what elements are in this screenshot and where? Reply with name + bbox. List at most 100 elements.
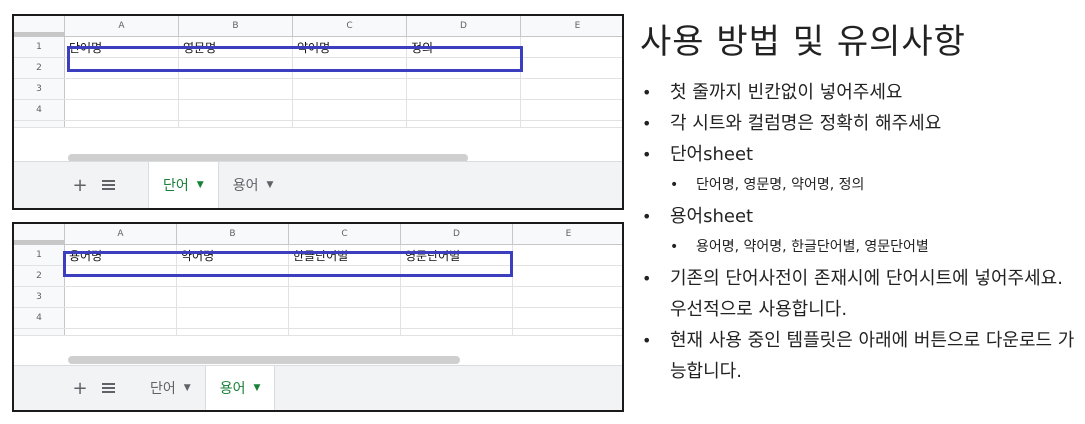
cell[interactable]: [179, 121, 293, 127]
table-row: 2: [14, 58, 622, 79]
cell[interactable]: [289, 329, 401, 335]
caret-down-icon: ▼: [253, 383, 261, 393]
horizontal-scrollbar[interactable]: [68, 356, 460, 364]
row-header[interactable]: 3: [14, 79, 65, 99]
spreadsheet-preview-terms: A B C D E 1 용어명 약어명 한글단어별 영문단어별 2 3 4: [12, 222, 624, 412]
tab-label: 용어: [232, 178, 259, 194]
list-item: 첫 줄까지 빈칸없이 넣어주세요: [640, 77, 1080, 108]
cell[interactable]: [513, 329, 622, 335]
spreadsheet-preview-words: A B C D E 1 단어명 영문명 약어명 정의 2 3 4: [12, 14, 624, 210]
cell[interactable]: [407, 79, 521, 99]
table-row: [14, 121, 622, 128]
column-header-row: A B C D E: [14, 16, 622, 37]
table-row: 4: [14, 100, 622, 121]
column-header-row: A B C D E: [14, 224, 622, 245]
cell[interactable]: [513, 245, 622, 265]
cell[interactable]: [407, 100, 521, 120]
cell[interactable]: [521, 79, 622, 99]
cell[interactable]: [521, 58, 622, 78]
caret-down-icon: ▼: [266, 180, 274, 190]
add-sheet-button[interactable]: +: [72, 174, 88, 196]
cell[interactable]: [65, 58, 179, 78]
cell[interactable]: [65, 308, 177, 328]
sheet-grid: A B C D E 1 단어명 영문명 약어명 정의 2 3 4: [14, 16, 622, 128]
cell[interactable]: [177, 287, 289, 307]
cell[interactable]: [513, 287, 622, 307]
cell[interactable]: [289, 308, 401, 328]
cell[interactable]: [401, 287, 513, 307]
add-sheet-button[interactable]: +: [72, 377, 88, 399]
cell[interactable]: [289, 287, 401, 307]
column-header[interactable]: C: [293, 16, 407, 36]
column-header[interactable]: B: [177, 224, 289, 244]
tab-words[interactable]: 단어 ▼: [136, 366, 205, 410]
cell[interactable]: [179, 100, 293, 120]
list-item: 각 시트와 컬럼명은 정확히 해주세요: [640, 108, 1080, 139]
sheet-tab-bar: + 단어 ▼ 용어 ▼: [14, 365, 622, 410]
cell[interactable]: [513, 308, 622, 328]
row-header[interactable]: [14, 329, 65, 335]
cell[interactable]: [179, 58, 293, 78]
cell[interactable]: [293, 79, 407, 99]
cell[interactable]: [293, 100, 407, 120]
row-header[interactable]: 2: [14, 58, 65, 78]
table-row: [14, 329, 622, 336]
column-header[interactable]: D: [407, 16, 521, 36]
row-header[interactable]: 2: [14, 266, 65, 286]
corner-cell[interactable]: [14, 16, 65, 36]
cell[interactable]: [521, 37, 622, 57]
cell[interactable]: [65, 329, 177, 335]
column-header[interactable]: D: [401, 224, 513, 244]
cell[interactable]: [177, 329, 289, 335]
all-sheets-button[interactable]: [94, 366, 122, 410]
row-header[interactable]: 1: [14, 37, 65, 57]
row-header[interactable]: 4: [14, 308, 65, 328]
cell[interactable]: [179, 79, 293, 99]
menu-icon: [101, 382, 115, 394]
notes-list: 첫 줄까지 빈칸없이 넣어주세요 각 시트와 컬럼명은 정확히 해주세요 단어s…: [640, 77, 1080, 387]
cell[interactable]: [293, 58, 407, 78]
cell[interactable]: [65, 100, 179, 120]
tab-terms[interactable]: 용어 ▼: [204, 366, 276, 410]
table-row: 4: [14, 308, 622, 329]
row-header[interactable]: [14, 121, 65, 127]
column-header[interactable]: E: [521, 16, 622, 36]
cell[interactable]: [521, 121, 622, 127]
cell[interactable]: [65, 287, 177, 307]
corner-cell[interactable]: [14, 224, 65, 244]
caret-down-icon: ▼: [196, 180, 204, 190]
row-header[interactable]: 4: [14, 100, 65, 120]
cell[interactable]: [65, 121, 179, 127]
all-sheets-button[interactable]: [94, 162, 122, 208]
column-header[interactable]: A: [65, 16, 179, 36]
list-item: 용어sheet: [640, 201, 1080, 232]
cell[interactable]: [401, 308, 513, 328]
usage-notes: 사용 방법 및 유의사항 첫 줄까지 빈칸없이 넣어주세요 각 시트와 컬럼명은…: [640, 14, 1080, 387]
sub-list-item: 단어명, 영문명, 약어명, 정의: [640, 170, 1080, 201]
tab-words[interactable]: 단어 ▼: [148, 162, 219, 208]
tab-terms[interactable]: 용어 ▼: [219, 162, 288, 208]
column-header[interactable]: B: [179, 16, 293, 36]
row-header[interactable]: 3: [14, 287, 65, 307]
menu-icon: [101, 179, 115, 191]
sheet-grid: A B C D E 1 용어명 약어명 한글단어별 영문단어별 2 3 4: [14, 224, 622, 336]
list-item: 단어sheet: [640, 139, 1080, 170]
cell[interactable]: [407, 121, 521, 127]
cell[interactable]: [293, 121, 407, 127]
cell[interactable]: [401, 329, 513, 335]
row-header[interactable]: 1: [14, 245, 65, 265]
notes-title: 사용 방법 및 유의사항: [640, 22, 966, 62]
cell[interactable]: [513, 266, 622, 286]
column-header[interactable]: C: [289, 224, 401, 244]
table-row: 3: [14, 79, 622, 100]
tab-label: 단어: [150, 381, 176, 397]
cell[interactable]: [177, 308, 289, 328]
list-item: 기존의 단어사전이 존재시에 단어시트에 넣어주세요. 우선적으로 사용합니다.: [640, 263, 1080, 325]
column-header[interactable]: E: [513, 224, 622, 244]
column-header[interactable]: A: [65, 224, 177, 244]
cell[interactable]: [65, 79, 179, 99]
horizontal-scrollbar[interactable]: [68, 154, 468, 162]
sub-list-item: 용어명, 약어명, 한글단어별, 영문단어별: [640, 232, 1080, 263]
list-item: 현재 사용 중인 템플릿은 아래에 버튼으로 다운로드 가능합니다.: [640, 325, 1080, 387]
cell[interactable]: [521, 100, 622, 120]
